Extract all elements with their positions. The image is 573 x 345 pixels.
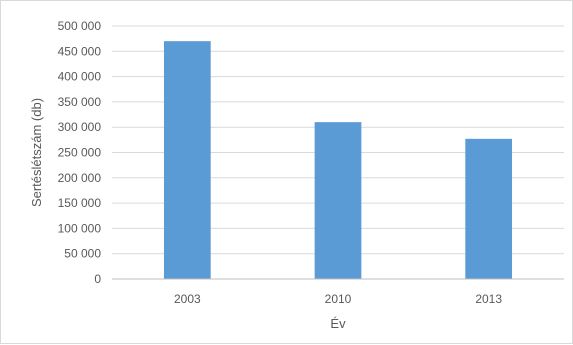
y-axis-title: Sertéslétszám (db) — [29, 98, 44, 207]
bar-2010 — [314, 122, 362, 279]
y-tick-label: 0 — [94, 272, 101, 286]
x-axis-tick-labels: 2003 2010 2013 — [174, 292, 502, 306]
bars — [163, 41, 513, 280]
y-tick-label: 100 000 — [58, 221, 102, 235]
y-tick-label: 200 000 — [58, 171, 102, 185]
y-tick-label: 50 000 — [64, 247, 101, 261]
y-tick-label: 150 000 — [58, 196, 102, 210]
y-tick-label: 400 000 — [58, 70, 102, 84]
y-tick-label: 250 000 — [58, 146, 102, 160]
y-tick-label: 300 000 — [58, 120, 102, 134]
y-tick-label: 500 000 — [58, 19, 102, 33]
x-tick-label: 2010 — [325, 292, 352, 306]
bar-2013 — [465, 138, 513, 279]
y-tick-label: 450 000 — [58, 44, 102, 58]
x-axis-title: Év — [330, 316, 346, 331]
bar-2003 — [163, 41, 211, 280]
x-tick-label: 2003 — [174, 292, 201, 306]
y-tick-label: 350 000 — [58, 95, 102, 109]
x-tick-label: 2013 — [475, 292, 502, 306]
y-axis-tick-labels: 0 50 000 100 000 150 000 200 000 250 000 300 0… — [58, 19, 102, 286]
